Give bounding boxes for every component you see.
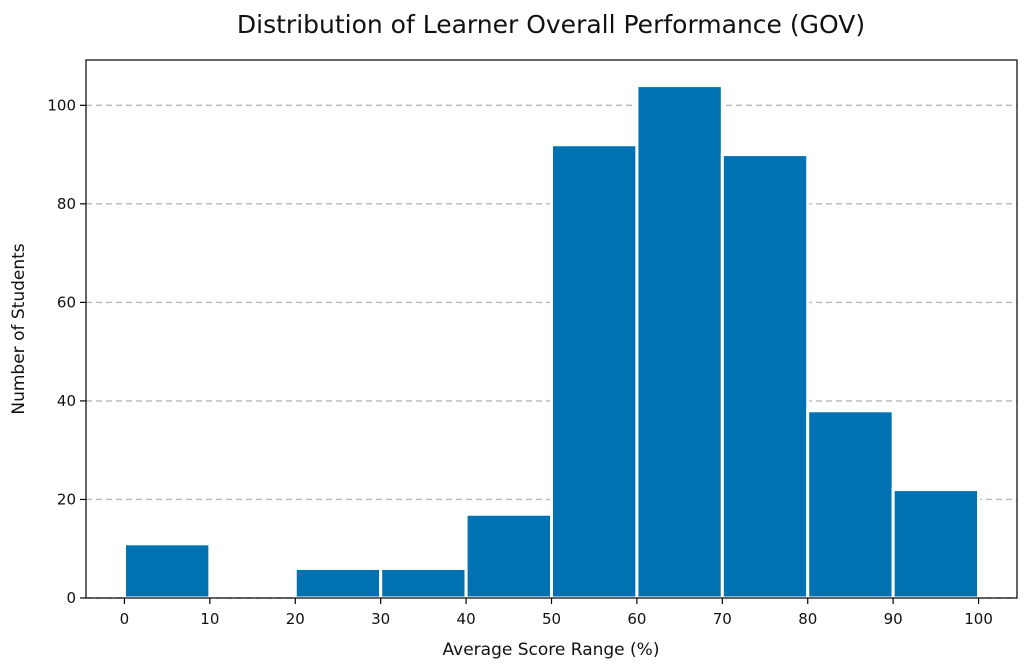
x-tick-label-50: 50	[542, 610, 561, 628]
chart-title: Distribution of Learner Overall Performa…	[237, 10, 865, 39]
bar-60-70	[635, 84, 724, 600]
y-tick-label-0: 0	[66, 589, 76, 607]
bar-50-60	[550, 143, 639, 600]
y-tick-label-100: 100	[47, 96, 76, 114]
bar-70-80	[720, 153, 810, 600]
x-tick-label-90: 90	[884, 610, 903, 628]
x-tick-label-0: 0	[120, 610, 130, 628]
y-axis-ticks: 0 20 40 60 80 100	[47, 96, 86, 607]
bar-90-100	[891, 488, 981, 600]
x-axis-label: Average Score Range (%)	[443, 640, 660, 660]
bars	[122, 84, 981, 600]
y-tick-label-80: 80	[57, 195, 76, 213]
x-tick-label-10: 10	[200, 610, 219, 628]
x-tick-label-40: 40	[457, 610, 476, 628]
y-axis-label: Number of Students	[9, 243, 29, 414]
y-tick-label-20: 20	[57, 490, 76, 508]
x-axis-ticks: 0 10 20 30 40 50 60 70 80 90 100	[120, 598, 993, 628]
x-tick-label-20: 20	[286, 610, 305, 628]
bar-20-30	[293, 566, 383, 600]
x-tick-label-60: 60	[627, 610, 646, 628]
bar-40-50	[464, 512, 553, 600]
bar-30-40	[379, 566, 468, 600]
y-tick-label-60: 60	[57, 293, 76, 311]
x-tick-label-70: 70	[713, 610, 732, 628]
x-tick-label-100: 100	[964, 610, 993, 628]
bar-0-10	[122, 542, 212, 600]
x-tick-label-30: 30	[371, 610, 390, 628]
bar-80-90	[806, 409, 895, 600]
y-tick-label-40: 40	[57, 392, 76, 410]
x-tick-label-80: 80	[798, 610, 817, 628]
